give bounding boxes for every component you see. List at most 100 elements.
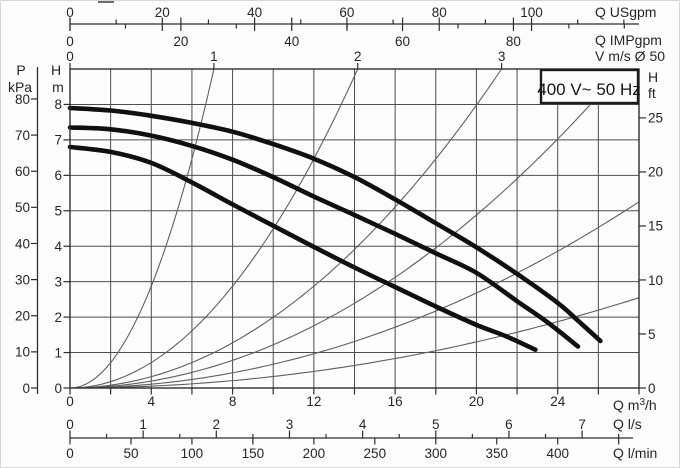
head-ft-tick-label: 0 (648, 381, 656, 396)
velocity-curve-1 (70, 68, 215, 389)
velocity-guide-curves (70, 68, 640, 389)
usgpm-tick-label: 20 (155, 5, 170, 20)
head-m-tick-label: 3 (54, 274, 62, 289)
axis-pressure-kpa: 0 10 20 30 40 50 60 70 80 (15, 67, 39, 396)
q-m3h-tick-label: 8 (229, 394, 237, 409)
lmin-tick-label: 100 (181, 446, 204, 461)
head-m-tick-label: 5 (54, 204, 62, 219)
velocity-tick-label: 0 (66, 49, 74, 64)
usgpm-tick-label: 100 (520, 5, 543, 20)
axis-label-velocity: V m/s Ø 50 (595, 48, 665, 64)
lmin-tick-label: 150 (242, 446, 265, 461)
ls-tick-label: 1 (139, 417, 147, 432)
usgpm-tick-label: 60 (339, 5, 354, 20)
axis-label-head-unit: m (52, 79, 64, 95)
head-ft-tick-label: 10 (648, 273, 663, 288)
ls-tick-label: 4 (359, 417, 367, 432)
velocity-curve-6 (70, 297, 640, 389)
voltage-badge: 400 V~ 50 Hz (537, 68, 641, 105)
axis-label-head-ft: H (648, 69, 658, 85)
velocity-tick-label: 3 (498, 49, 506, 64)
impgpm-tick-label: 40 (284, 34, 299, 49)
ls-tick-label: 0 (66, 417, 74, 432)
lmin-tick-label: 50 (123, 446, 138, 461)
head-m-tick-label: 1 (54, 345, 62, 360)
axis-q-ls: 0 1 2 3 4 5 6 7 (66, 417, 633, 439)
kpa-tick-label: 10 (15, 345, 30, 360)
q-m3h-tick-label: 0 (66, 394, 74, 409)
axis-velocity: 0 1 2 3 (66, 49, 505, 69)
ls-tick-label: 6 (505, 417, 513, 432)
impgpm-tick-label: 0 (66, 34, 74, 49)
ls-tick-label: 3 (286, 417, 294, 432)
ls-tick-label: 5 (432, 417, 440, 432)
head-m-tick-label: 2 (54, 310, 62, 325)
head-m-tick-label: 8 (54, 97, 62, 112)
q-m3h-tick-label: 20 (469, 394, 484, 409)
axis-q-lmin: 0 50 100 150 200 250 300 350 400 (66, 438, 620, 461)
axis-label-impgpm: Q IMPgpm (595, 32, 662, 48)
velocity-curve-4 (70, 68, 623, 389)
axis-label-head: H (51, 62, 61, 78)
lmin-tick-label: 200 (303, 446, 326, 461)
impgpm-tick-label: 80 (506, 34, 521, 49)
axis-label-q-m3h: Q m3/h (613, 397, 657, 413)
velocity-curve-3 (70, 68, 503, 389)
lmin-tick-label: 300 (425, 446, 448, 461)
kpa-tick-label: 30 (15, 272, 30, 287)
ls-tick-label: 7 (578, 417, 586, 432)
impgpm-tick-label: 60 (395, 34, 410, 49)
q-m3h-tick-label: 16 (388, 394, 403, 409)
kpa-tick-label: 60 (15, 164, 30, 179)
q-m3h-tick-label: 24 (550, 394, 566, 409)
head-m-tick-label: 0 (54, 381, 62, 396)
head-m-tick-label: 6 (54, 168, 62, 183)
head-ft-tick-label: 20 (648, 165, 663, 180)
impgpm-tick-label: 20 (173, 34, 188, 49)
kpa-tick-label: 70 (15, 128, 30, 143)
pump-curve-top (67, 105, 603, 344)
head-ft-tick-label: 5 (648, 327, 656, 342)
axis-impgpm: 0 20 40 60 80 (66, 17, 625, 49)
axis-label-usgpm: Q USgpm (595, 4, 656, 20)
axis-label-pressure: P (16, 62, 25, 78)
voltage-badge-text: 400 V~ 50 Hz (537, 80, 641, 99)
kpa-tick-label: 80 (15, 92, 30, 107)
axis-usgpm: 0 20 40 60 80 100 (66, 5, 639, 31)
kpa-tick-label: 50 (15, 200, 30, 215)
axis-label-q-ls: Q l/s (613, 416, 642, 432)
lmin-tick-label: 0 (66, 446, 74, 461)
axis-label-q-lmin: Q l/min (613, 445, 657, 461)
voltage-badge-box (539, 68, 640, 105)
velocity-curve-5 (70, 201, 640, 389)
grid (70, 69, 639, 388)
q-m3h-tick-label: 4 (148, 394, 156, 409)
usgpm-tick-label: 80 (432, 5, 447, 20)
lmin-tick-label: 250 (364, 446, 387, 461)
ls-tick-label: 2 (213, 417, 221, 432)
head-ft-tick-label: 25 (648, 111, 663, 126)
velocity-tick-label: 1 (210, 49, 218, 64)
axis-head-ft: 0 5 10 15 20 25 (639, 111, 663, 396)
axis-label-pressure-unit: kPa (8, 79, 32, 95)
kpa-tick-label: 40 (15, 236, 30, 251)
usgpm-tick-label: 40 (247, 5, 262, 20)
q-m3h-tick-label: 12 (306, 394, 321, 409)
head-ft-tick-label: 15 (648, 219, 663, 234)
velocity-curve-2 (70, 68, 359, 389)
pump-curve-middle (67, 125, 581, 349)
axis-label-head-ft-unit: ft (648, 85, 656, 101)
lmin-tick-label: 400 (546, 446, 569, 461)
kpa-tick-label: 0 (22, 381, 30, 396)
head-m-tick-label: 4 (54, 239, 62, 254)
axis-head-m: 0 1 2 3 4 5 6 7 8 (54, 97, 70, 396)
velocity-tick-label: 2 (354, 49, 362, 64)
usgpm-tick-label: 0 (66, 5, 74, 20)
lmin-tick-label: 350 (485, 446, 508, 461)
kpa-tick-label: 20 (15, 309, 30, 324)
pump-curve-bottom (67, 144, 538, 352)
axis-q-m3h: 0 4 8 12 16 20 24 (66, 388, 640, 409)
pump-curves (67, 105, 603, 352)
